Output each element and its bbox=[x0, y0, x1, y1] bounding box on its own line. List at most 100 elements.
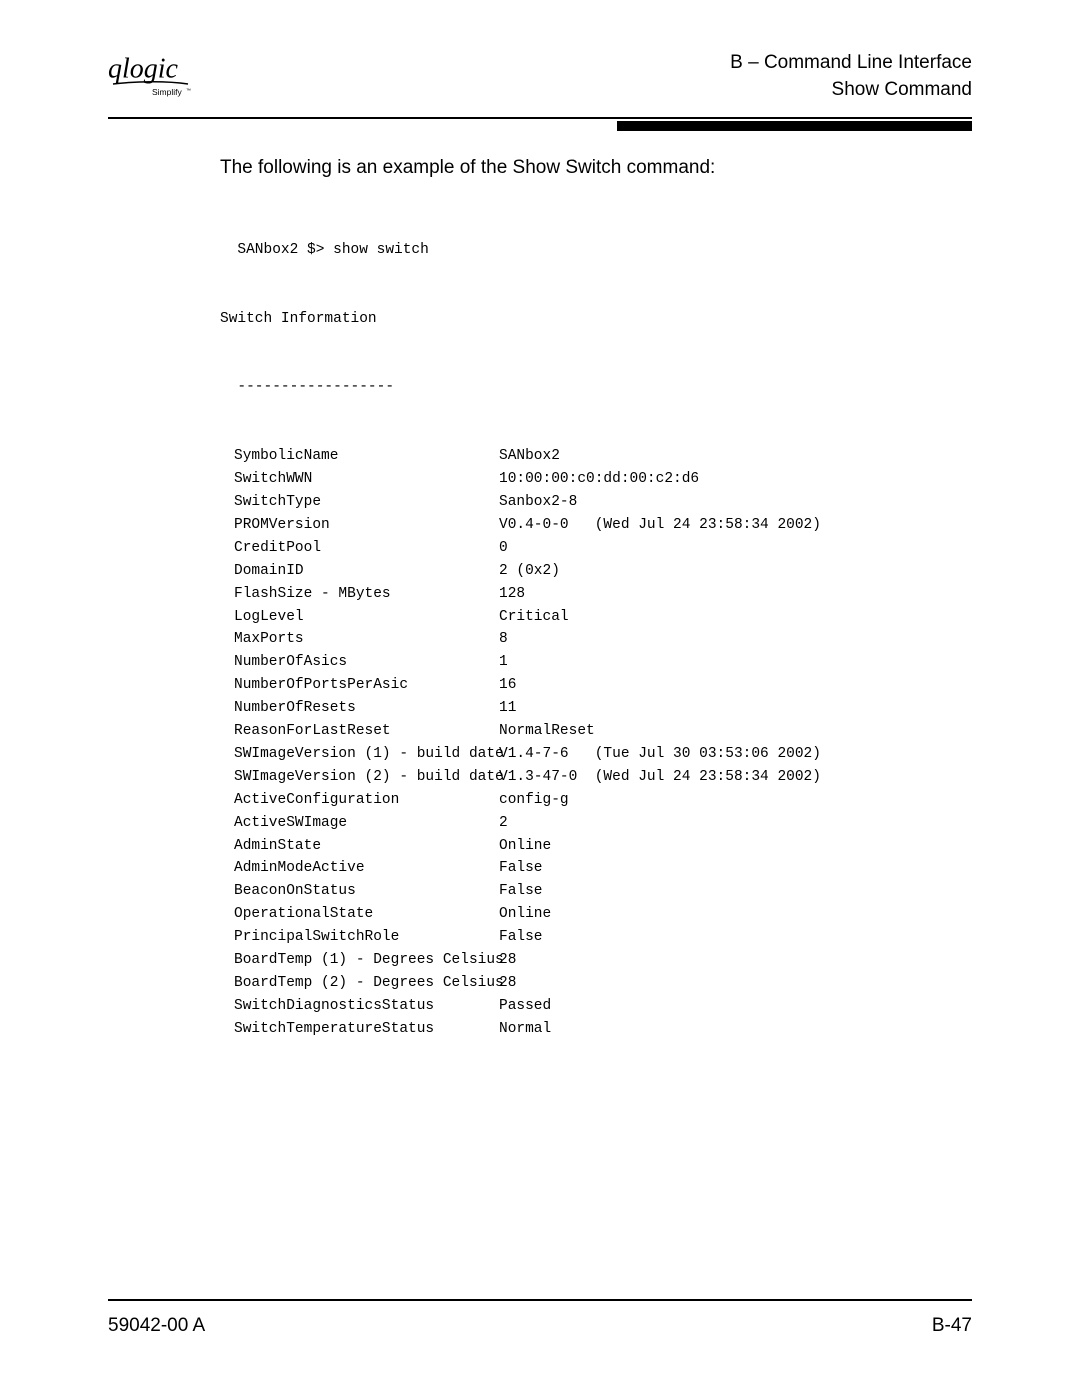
footer-right: B-47 bbox=[932, 1315, 972, 1337]
header-rule-thin bbox=[108, 117, 972, 119]
terminal-output: SANbox2 $> show switch Switch Informatio… bbox=[220, 193, 972, 1086]
kv-value: V0.4-0-0 (Wed Jul 24 23:58:34 2002) bbox=[499, 514, 821, 537]
svg-text:Simplify: Simplify bbox=[152, 87, 183, 97]
header-line-2: Show Command bbox=[730, 77, 972, 104]
kv-row: SwitchTypeSanbox2-8 bbox=[234, 491, 972, 514]
kv-key: CreditPool bbox=[234, 537, 499, 560]
kv-key: PROMVersion bbox=[234, 514, 499, 537]
kv-key: DomainID bbox=[234, 560, 499, 583]
kv-row: SwitchTemperatureStatusNormal bbox=[234, 1018, 972, 1041]
kv-value: False bbox=[499, 857, 543, 880]
kv-key: OperationalState bbox=[234, 903, 499, 926]
page-header: qlogic Simplify ™ B – Command Line Inter… bbox=[108, 50, 972, 113]
kv-key: SymbolicName bbox=[234, 445, 499, 468]
cmd-prompt: SANbox2 $> show switch bbox=[220, 239, 972, 262]
kv-value: V1.4-7-6 (Tue Jul 30 03:53:06 2002) bbox=[499, 743, 821, 766]
kv-block: SymbolicNameSANbox2SwitchWWN10:00:00:c0:… bbox=[220, 445, 972, 1041]
kv-key: AdminState bbox=[234, 835, 499, 858]
kv-key: ReasonForLastReset bbox=[234, 720, 499, 743]
brand-logo: qlogic Simplify ™ bbox=[108, 50, 203, 100]
kv-value: 2 bbox=[499, 812, 508, 835]
kv-key: NumberOfPortsPerAsic bbox=[234, 674, 499, 697]
kv-row: BoardTemp (2) - Degrees Celsius28 bbox=[234, 972, 972, 995]
kv-value: 128 bbox=[499, 583, 525, 606]
kv-key: SwitchDiagnosticsStatus bbox=[234, 995, 499, 1018]
kv-key: BoardTemp (1) - Degrees Celsius bbox=[234, 949, 499, 972]
section-title: Switch Information bbox=[220, 308, 972, 331]
header-rule bbox=[108, 117, 972, 131]
kv-value: NormalReset bbox=[499, 720, 595, 743]
header-text: B – Command Line Interface Show Command bbox=[730, 50, 972, 103]
header-line-1: B – Command Line Interface bbox=[730, 50, 972, 77]
kv-value: SANbox2 bbox=[499, 445, 560, 468]
kv-key: FlashSize - MBytes bbox=[234, 583, 499, 606]
kv-value: 28 bbox=[499, 972, 516, 995]
kv-row: NumberOfPortsPerAsic16 bbox=[234, 674, 972, 697]
kv-row: FlashSize - MBytes128 bbox=[234, 583, 972, 606]
kv-value: 1 bbox=[499, 651, 508, 674]
kv-key: SWImageVersion (2) - build date bbox=[234, 766, 499, 789]
kv-value: config-g bbox=[499, 789, 569, 812]
svg-text:qlogic: qlogic bbox=[108, 54, 179, 85]
kv-key: ActiveConfiguration bbox=[234, 789, 499, 812]
kv-row: ActiveSWImage2 bbox=[234, 812, 972, 835]
page-body: The following is an example of the Show … bbox=[108, 131, 972, 1086]
kv-key: BoardTemp (2) - Degrees Celsius bbox=[234, 972, 499, 995]
kv-row: PROMVersionV0.4-0-0 (Wed Jul 24 23:58:34… bbox=[234, 514, 972, 537]
kv-key: NumberOfResets bbox=[234, 697, 499, 720]
kv-value: Sanbox2-8 bbox=[499, 491, 577, 514]
kv-row: CreditPool0 bbox=[234, 537, 972, 560]
svg-text:™: ™ bbox=[186, 88, 191, 94]
kv-row: OperationalStateOnline bbox=[234, 903, 972, 926]
kv-row: SymbolicNameSANbox2 bbox=[234, 445, 972, 468]
kv-row: AdminModeActiveFalse bbox=[234, 857, 972, 880]
kv-row: SwitchWWN10:00:00:c0:dd:00:c2:d6 bbox=[234, 468, 972, 491]
kv-key: MaxPorts bbox=[234, 628, 499, 651]
kv-value: False bbox=[499, 880, 543, 903]
kv-value: Online bbox=[499, 835, 551, 858]
kv-key: SwitchWWN bbox=[234, 468, 499, 491]
kv-key: SwitchTemperatureStatus bbox=[234, 1018, 499, 1041]
kv-row: NumberOfAsics1 bbox=[234, 651, 972, 674]
page-footer: 59042-00 A B-47 bbox=[108, 1299, 972, 1337]
kv-row: BoardTemp (1) - Degrees Celsius28 bbox=[234, 949, 972, 972]
footer-rule bbox=[108, 1299, 972, 1301]
kv-row: NumberOfResets11 bbox=[234, 697, 972, 720]
kv-value: 28 bbox=[499, 949, 516, 972]
kv-row: LogLevelCritical bbox=[234, 606, 972, 629]
kv-key: LogLevel bbox=[234, 606, 499, 629]
kv-row: MaxPorts8 bbox=[234, 628, 972, 651]
kv-value: Normal bbox=[499, 1018, 551, 1041]
kv-row: ReasonForLastResetNormalReset bbox=[234, 720, 972, 743]
kv-key: SwitchType bbox=[234, 491, 499, 514]
kv-value: 11 bbox=[499, 697, 516, 720]
footer-left: 59042-00 A bbox=[108, 1315, 205, 1337]
kv-value: Online bbox=[499, 903, 551, 926]
header-rule-thick bbox=[617, 121, 972, 131]
footer-row: 59042-00 A B-47 bbox=[108, 1315, 972, 1337]
kv-row: PrincipalSwitchRoleFalse bbox=[234, 926, 972, 949]
kv-row: BeaconOnStatusFalse bbox=[234, 880, 972, 903]
kv-value: V1.3-47-0 (Wed Jul 24 23:58:34 2002) bbox=[499, 766, 821, 789]
kv-row: AdminStateOnline bbox=[234, 835, 972, 858]
kv-value: Passed bbox=[499, 995, 551, 1018]
kv-row: SWImageVersion (1) - build dateV1.4-7-6 … bbox=[234, 743, 972, 766]
kv-key: ActiveSWImage bbox=[234, 812, 499, 835]
kv-value: 2 (0x2) bbox=[499, 560, 560, 583]
kv-value: 10:00:00:c0:dd:00:c2:d6 bbox=[499, 468, 699, 491]
kv-key: PrincipalSwitchRole bbox=[234, 926, 499, 949]
kv-value: 8 bbox=[499, 628, 508, 651]
kv-key: SWImageVersion (1) - build date bbox=[234, 743, 499, 766]
kv-key: BeaconOnStatus bbox=[234, 880, 499, 903]
kv-key: AdminModeActive bbox=[234, 857, 499, 880]
kv-value: 16 bbox=[499, 674, 516, 697]
kv-value: Critical bbox=[499, 606, 569, 629]
divider: ------------------ bbox=[220, 376, 972, 399]
kv-row: SWImageVersion (2) - build dateV1.3-47-0… bbox=[234, 766, 972, 789]
intro-text: The following is an example of the Show … bbox=[220, 157, 972, 179]
page: qlogic Simplify ™ B – Command Line Inter… bbox=[0, 0, 1080, 1397]
kv-row: DomainID2 (0x2) bbox=[234, 560, 972, 583]
kv-row: SwitchDiagnosticsStatusPassed bbox=[234, 995, 972, 1018]
kv-value: 0 bbox=[499, 537, 508, 560]
kv-row: ActiveConfigurationconfig-g bbox=[234, 789, 972, 812]
